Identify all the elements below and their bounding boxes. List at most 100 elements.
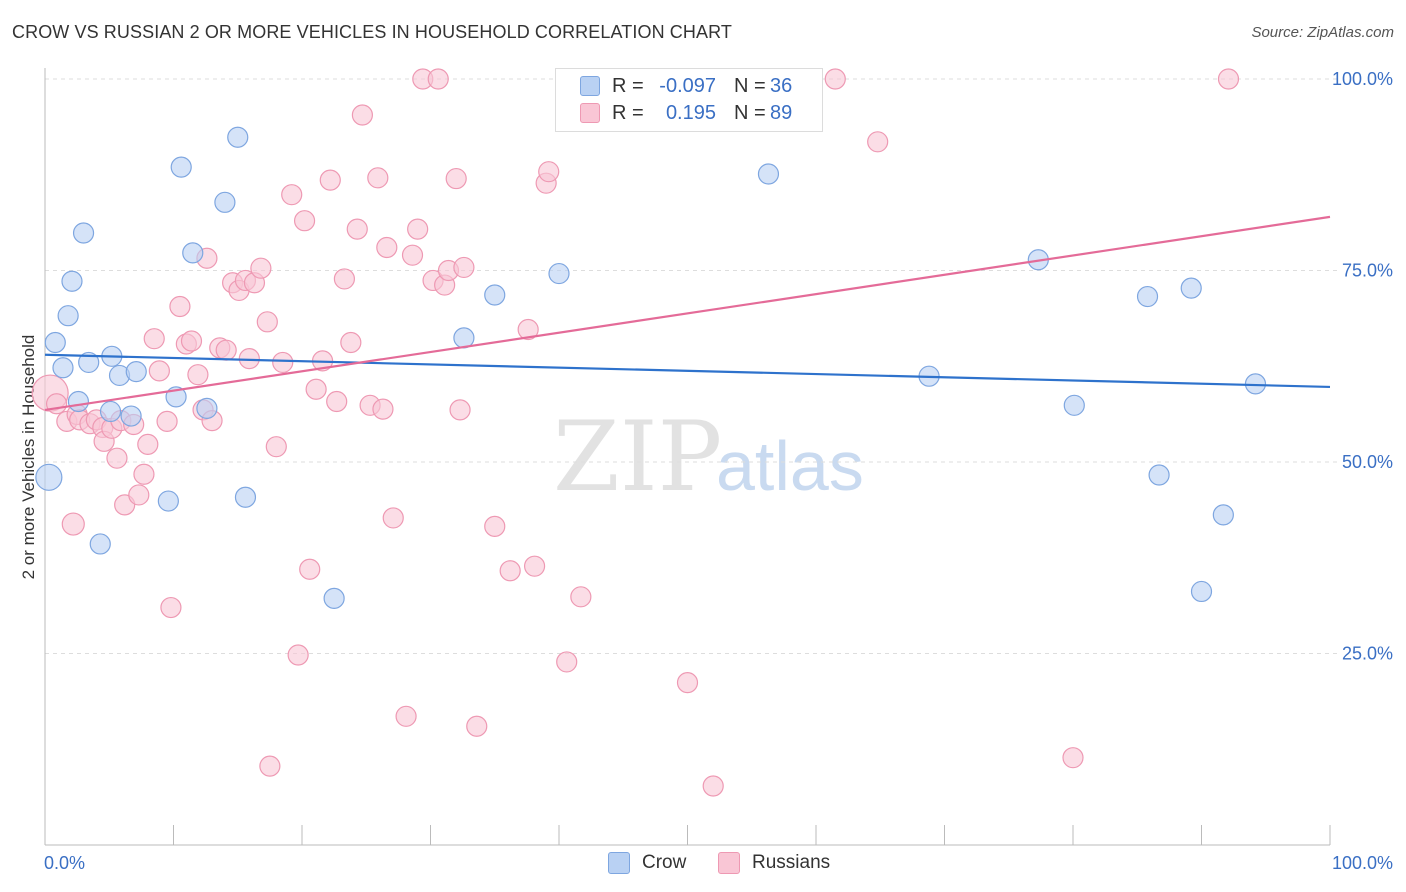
rus-point <box>1062 747 1084 769</box>
rus-point <box>499 560 521 582</box>
legend-crow-label: Crow <box>642 852 687 873</box>
rus-point <box>265 436 287 458</box>
x-tick-label-100: 100.0% <box>1332 853 1393 873</box>
rus-point <box>367 167 389 189</box>
crow-point <box>170 156 192 178</box>
rus-point <box>867 131 889 153</box>
chart-title: CROW VS RUSSIAN 2 OR MORE VEHICLES IN HO… <box>12 22 732 42</box>
rus-point <box>259 755 281 777</box>
legend-item-russians[interactable]: Russians <box>718 852 830 874</box>
rus-point <box>305 378 327 400</box>
rus-point <box>372 398 394 420</box>
crow-point <box>99 400 122 423</box>
rus-point <box>106 447 128 469</box>
rus-point <box>61 512 85 536</box>
rus-point <box>449 399 471 421</box>
crow-point <box>1180 277 1202 299</box>
crow-point <box>227 126 249 148</box>
crow-point <box>52 357 74 379</box>
russians-n-label: N = <box>734 101 766 124</box>
rus-point <box>293 210 316 232</box>
crow-point <box>72 222 95 244</box>
rus-point <box>215 339 237 361</box>
rus-point <box>453 256 475 279</box>
legend-item-crow[interactable]: Crow <box>608 852 686 874</box>
rus-point <box>676 672 699 694</box>
rus-point <box>250 257 272 279</box>
rus-point <box>143 328 165 350</box>
crow-point <box>196 397 218 419</box>
rus-point <box>160 596 182 619</box>
crow-point <box>234 486 257 508</box>
crow-point <box>323 587 345 609</box>
rus-point <box>351 104 373 126</box>
rus-point <box>128 484 150 506</box>
rus-point <box>148 360 170 382</box>
crow-point <box>548 262 570 285</box>
rus-point <box>45 393 68 415</box>
crow-point <box>1190 580 1213 603</box>
russians-n-value: 89 <box>770 101 793 124</box>
rus-point <box>427 68 449 90</box>
crow-point <box>67 390 90 413</box>
crow-point <box>1136 285 1159 308</box>
rus-point <box>445 167 467 190</box>
y-tick-label-75: 75.0% <box>1342 261 1393 281</box>
rus-point <box>187 364 209 386</box>
crow-point <box>78 351 100 374</box>
rus-point <box>287 644 309 666</box>
y-tick-label-100: 100.0% <box>1332 69 1393 89</box>
crow-points <box>35 126 1267 609</box>
crow-point <box>35 463 63 491</box>
rus-point <box>137 433 159 455</box>
rus-point <box>256 311 278 333</box>
rus-point <box>333 268 356 290</box>
stats-legend-row-crow: R = -0.097 N = 36 <box>580 73 792 99</box>
rus-point <box>346 218 368 240</box>
crow-point <box>57 305 79 327</box>
rus-point <box>407 218 429 240</box>
rus-point <box>272 351 294 374</box>
crow-swatch <box>580 76 600 96</box>
rus-point <box>556 651 578 673</box>
rus-point <box>169 295 191 318</box>
crow-point <box>125 361 147 383</box>
rus-point <box>340 331 362 354</box>
rus-point <box>1217 68 1240 90</box>
crow-point <box>182 242 204 264</box>
rus-point <box>401 244 424 266</box>
rus-point <box>281 184 303 206</box>
rus-point <box>133 463 155 485</box>
crow-point <box>1212 504 1234 526</box>
y-tick-label-25: 25.0% <box>1342 644 1393 664</box>
crow-n-value: 36 <box>770 74 793 97</box>
rus-point <box>523 555 546 577</box>
crow-r-value: -0.097 <box>659 74 716 97</box>
y-tick-label-50: 50.0% <box>1342 452 1393 472</box>
crow-point <box>1063 394 1085 416</box>
rus-point <box>326 390 348 413</box>
watermark-atlas: atlas <box>716 427 864 505</box>
rus-point <box>382 507 404 529</box>
crow-point <box>120 405 142 427</box>
crow-point <box>757 163 780 185</box>
y-axis-label: 2 or more Vehicles in Household <box>19 335 38 580</box>
rus-point <box>156 410 178 433</box>
crow-point <box>44 331 66 354</box>
rus-point <box>299 558 321 580</box>
crow-point <box>157 490 179 512</box>
stats-legend-row-russians: R = 0.195 N = 89 <box>580 100 792 126</box>
rus-point <box>570 586 592 608</box>
rus-point <box>319 169 341 191</box>
watermark-zip: ZIP <box>553 401 722 513</box>
legend-russians-label: Russians <box>752 852 831 873</box>
chart-source: Source: ZipAtlas.com <box>1251 24 1394 41</box>
legend-crow-swatch <box>608 852 630 874</box>
rus-point <box>238 347 260 370</box>
rus-point <box>395 705 417 727</box>
crow-trend-line <box>44 353 1331 389</box>
russians-r-label: R = <box>612 101 644 124</box>
rus-trend-line <box>44 215 1331 411</box>
rus-point <box>517 318 539 341</box>
